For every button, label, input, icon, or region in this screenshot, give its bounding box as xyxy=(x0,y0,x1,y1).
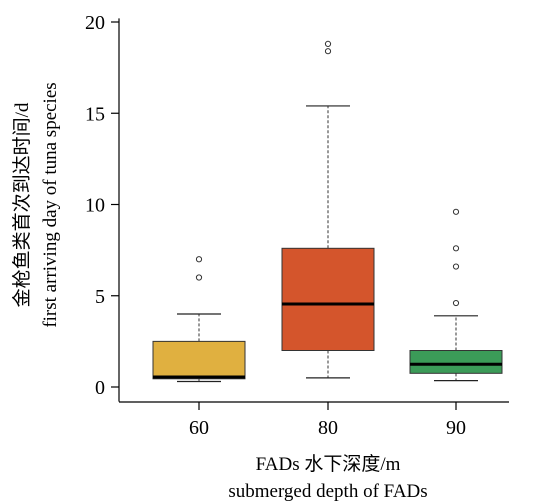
x-axis-label-line-1: FADs 水下深度/m xyxy=(256,453,401,475)
y-axis-label-line-1: 金枪鱼类首次到达时间/d xyxy=(11,102,33,307)
outlier-point xyxy=(452,208,460,215)
outlier-point xyxy=(324,40,332,48)
y-tick-label: 15 xyxy=(85,103,105,125)
boxes xyxy=(152,40,503,383)
outlier-point xyxy=(195,256,203,263)
y-tick-label: 10 xyxy=(85,195,105,217)
y-tick-label: 0 xyxy=(95,377,105,399)
x-axis-label-line-2: submerged depth of FADs xyxy=(228,481,427,502)
outlier-point xyxy=(452,263,460,270)
box-iqr xyxy=(409,350,503,374)
box-80 xyxy=(281,40,375,379)
outlier-point xyxy=(195,274,203,281)
outlier-point xyxy=(324,48,332,55)
outlier-point xyxy=(452,299,460,307)
x-axis: 60 80 90 xyxy=(119,401,509,439)
y-axis: 0 5 10 15 20 xyxy=(85,12,120,402)
box-iqr xyxy=(281,247,375,351)
outlier-point xyxy=(452,245,460,252)
x-tick-label: 60 xyxy=(189,417,209,439)
x-tick-label: 90 xyxy=(446,417,466,439)
y-tick-label: 20 xyxy=(85,12,105,34)
box-60 xyxy=(152,256,246,383)
box-90 xyxy=(409,208,503,382)
y-axis-label-line-2: first arriving day of tuna species xyxy=(40,82,61,327)
y-tick-label: 5 xyxy=(95,286,105,308)
box-iqr xyxy=(152,340,246,380)
x-tick-label: 80 xyxy=(318,417,338,439)
